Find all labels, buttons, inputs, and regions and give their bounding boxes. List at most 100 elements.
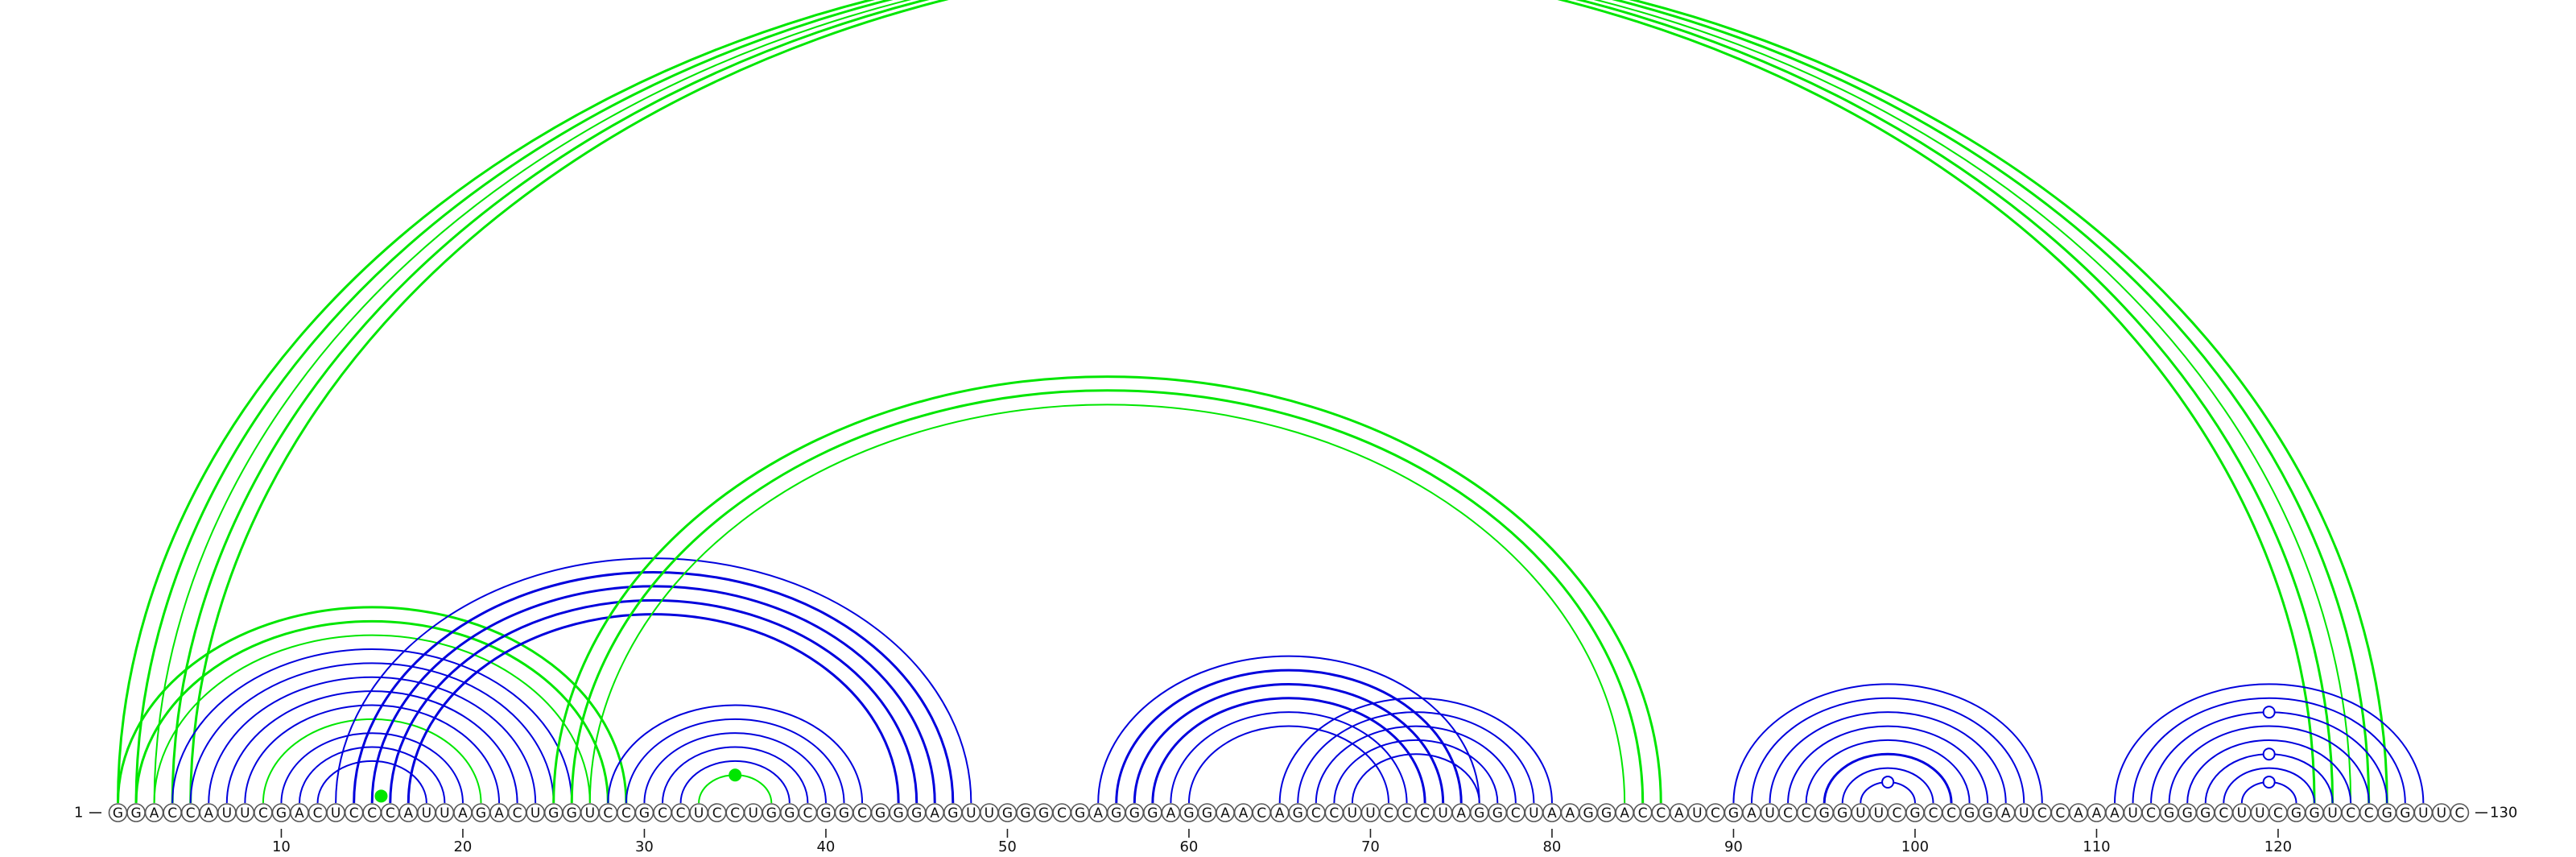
nucleotide-letter-36: U (749, 805, 758, 822)
nucleotide-letter-117: C (2219, 805, 2228, 822)
tick-label-70: 70 (1361, 838, 1380, 855)
nucleotide-letter-11: A (295, 805, 304, 822)
nucleotide-letter-90: G (1728, 805, 1739, 822)
arc-6-24 (208, 676, 537, 804)
nucleotide-letter-105: A (2001, 805, 2011, 822)
nucleotide-letter-83: G (1601, 805, 1612, 822)
nucleotide-letter-56: G (1111, 805, 1121, 822)
nucleotide-letter-99: C (1892, 805, 1901, 822)
nucleotide-letter-39: C (803, 805, 812, 822)
arc-67-78 (1315, 725, 1517, 804)
nucleotide-letter-32: C (676, 805, 686, 822)
arc-96-101 (1841, 767, 1934, 804)
nucleotide-letter-88: U (1692, 805, 1702, 822)
nucleotide-letter-129: U (2437, 805, 2446, 822)
nucleotide-letter-77: G (1492, 805, 1503, 822)
nucleotide-letter-38: G (784, 805, 795, 822)
arc-32-38 (679, 760, 791, 804)
nucleotide-letter-4: C (167, 805, 177, 822)
nucleotide-letter-110: A (2092, 805, 2102, 822)
nucleotide-letter-57: G (1129, 805, 1140, 822)
nucleotide-letter-128: U (2418, 805, 2428, 822)
nucleotide-letter-100: G (1909, 805, 1920, 822)
arc-93-104 (1787, 725, 1989, 804)
arc-60-71 (1187, 725, 1389, 804)
nucleotide-letter-23: C (513, 805, 522, 822)
arc-4-125 (172, 0, 2369, 803)
pair-marker-113-126 (2262, 706, 2276, 719)
nucleotide-letter-95: G (1819, 805, 1830, 822)
sequence-axis: 1 130 (74, 805, 2517, 822)
nucleotide-letter-103: G (1964, 805, 1975, 822)
tick-label-30: 30 (635, 838, 654, 855)
nucleotide-letter-22: A (494, 805, 504, 822)
nucleotide-letter-74: U (1438, 805, 1447, 822)
nucleotide-letter-47: G (947, 805, 958, 822)
pair-marker-97-100 (1881, 775, 1895, 789)
nucleotide-letter-130: C (2455, 805, 2465, 822)
nucleotide-letter-91: A (1747, 805, 1757, 822)
nucleotide-letter-79: U (1529, 805, 1538, 822)
arc-95-102 (1823, 752, 1953, 804)
nucleotide-letter-31: C (658, 805, 667, 822)
arc-56-75 (1115, 669, 1463, 804)
arc-92-105 (1769, 711, 2007, 804)
nucleotide-letter-59: A (1166, 805, 1176, 822)
nucleotide-letter-85: C (1638, 805, 1648, 822)
nucleotide-letter-10: G (276, 805, 287, 822)
nucleotide-letter-25: G (548, 805, 559, 822)
nucleotide-letter-125: C (2364, 805, 2374, 822)
nucleotide-letter-12: C (313, 805, 323, 822)
tick-label-80: 80 (1542, 838, 1561, 855)
tick-label-40: 40 (816, 838, 835, 855)
arc-28-42 (607, 704, 864, 804)
nucleotide-letter-58: G (1147, 805, 1158, 822)
nucleotide-letter-113: C (2146, 805, 2156, 822)
nucleotide-letter-98: U (1874, 805, 1884, 822)
nucleotide-letter-124: C (2346, 805, 2355, 822)
arc-111-128 (2114, 683, 2425, 804)
arc-2-28 (134, 619, 609, 804)
nucleotide-letter-61: G (1202, 805, 1212, 822)
tick-label-100: 100 (1901, 838, 1929, 855)
nucleotide-letter-60: G (1183, 805, 1194, 822)
nucleotide-letter-21: G (476, 805, 486, 822)
nucleotide-letter-45: G (911, 805, 922, 822)
pair-marker-118-121 (2262, 775, 2276, 789)
nucleotide-letter-51: G (1020, 805, 1030, 822)
nucleotide-letter-126: G (2382, 805, 2392, 822)
nucleotide-letter-112: U (2128, 805, 2137, 822)
nucleotide-letter-116: G (2200, 805, 2211, 822)
nucleotide-letter-93: C (1783, 805, 1793, 822)
nucleotide-letter-94: C (1802, 805, 1811, 822)
nucleotide-letter-63: A (1239, 805, 1249, 822)
nucleotide-letter-121: G (2291, 805, 2301, 822)
arc-12-18 (316, 760, 427, 804)
nucleotide-letter-102: C (1946, 805, 1956, 822)
pair-markers (374, 706, 2276, 803)
end-label: 130 (2490, 805, 2517, 822)
nucleotide-letter-7: U (222, 805, 232, 822)
arc-16-45 (389, 598, 919, 804)
nucleotide-letter-92: U (1765, 805, 1774, 822)
nucleotide-letter-54: G (1075, 805, 1085, 822)
nucleotide-letter-5: C (186, 805, 196, 822)
nucleotide-letter-68: C (1329, 805, 1339, 822)
nucleotide-letter-44: G (894, 805, 904, 822)
nucleotide-letter-18: U (422, 805, 431, 822)
nucleotide-letter-127: G (2400, 805, 2410, 822)
nucleotide-letter-30: G (639, 805, 650, 822)
nucleotide-letter-29: C (621, 805, 631, 822)
nucleotide-letter-111: A (2110, 805, 2120, 822)
nucleotide-letter-14: C (349, 805, 359, 822)
arc-10-20 (280, 732, 464, 804)
nucleotide-letter-120: C (2273, 805, 2283, 822)
position-ticks: 10 20 30 40 50 60 70 80 90 100 110 120 (272, 829, 2292, 855)
nucleotide-letter-24: U (530, 805, 540, 822)
nucleotide-letter-53: C (1057, 805, 1067, 822)
nucleotide-letter-122: G (2309, 805, 2319, 822)
nucleotide-letter-6: A (204, 805, 213, 822)
arc-29-41 (625, 718, 845, 804)
nucleotide-letter-19: U (440, 805, 449, 822)
